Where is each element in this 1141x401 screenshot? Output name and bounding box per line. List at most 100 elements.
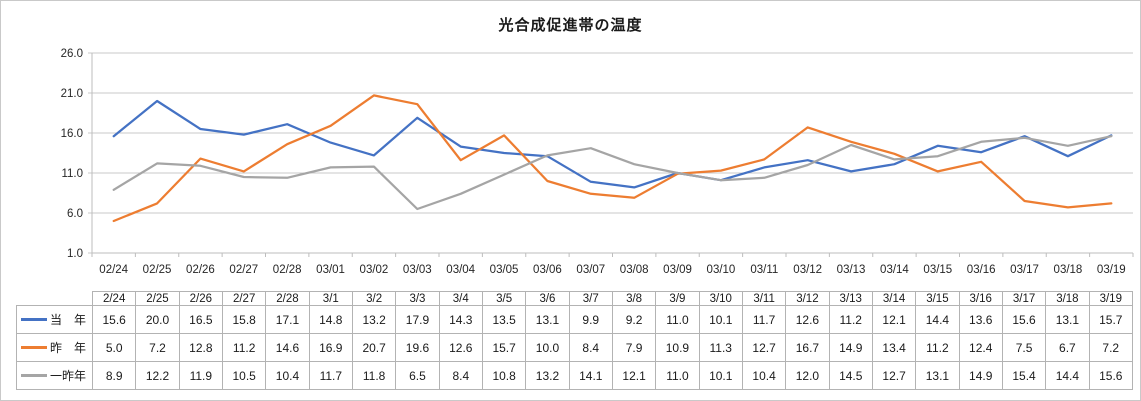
table-header-cell: 3/13	[828, 291, 873, 306]
table-value-cell: 7.2	[1088, 333, 1134, 362]
x-tick-label: 03/13	[837, 264, 866, 276]
table-value-cell: 7.9	[611, 333, 657, 362]
table-value-cell: 5.0	[91, 333, 137, 362]
series-swatch-this-year	[21, 318, 47, 321]
table-value-cell: 10.8	[481, 361, 527, 390]
table-value-cell: 9.2	[611, 305, 657, 334]
table-header-cell: 3/19	[1088, 291, 1134, 306]
table-value-cell: 10.0	[525, 333, 570, 362]
series-label-this-year: 当 年	[50, 313, 87, 327]
table-header-row: 2/24 2/25 2/26 2/27 2/28 3/1 3/2 3/3 3/4 3/5 3/6 3/…	[17, 291, 1134, 306]
x-tick-label: 03/11	[750, 264, 778, 276]
table-value-cell: 8.9	[91, 361, 137, 390]
table-header-cell: 3/17	[1001, 291, 1047, 306]
x-tick-label: 03/09	[663, 264, 692, 276]
table-value-cell: 10.1	[698, 305, 743, 334]
table-row-this-year: 当 年 15.6 20.0 16.5 15.8 17.1 14.8 13.2 17.9 14.3 1…	[16, 305, 1134, 334]
table-value-cell: 13.1	[525, 305, 570, 334]
x-tick-label: 03/03	[403, 264, 432, 276]
legend-cell-two-years-ago: 一昨年	[16, 361, 93, 390]
series-label-two-years-ago: 一昨年	[50, 369, 87, 383]
table-value-cell: 6.5	[395, 361, 440, 390]
table-header-cell: 2/26	[178, 291, 223, 306]
table-value-cell: 20.7	[351, 333, 397, 362]
table-value-cell: 13.1	[1045, 305, 1090, 334]
table-value-cell: 13.4	[871, 333, 917, 362]
table-header-cell: 3/8	[611, 291, 657, 306]
table-value-cell: 20.0	[135, 305, 180, 334]
table-header-cell: 3/18	[1045, 291, 1090, 306]
table-header-cell: 3/14	[871, 291, 917, 306]
table-header-cell: 3/2	[351, 291, 397, 306]
table-header-cell: 3/4	[438, 291, 483, 306]
x-tick-label: 02/28	[273, 264, 302, 276]
legend-cell-this-year: 当 年	[16, 305, 93, 334]
table-header-cell: 3/5	[481, 291, 527, 306]
x-tick-label: 03/04	[446, 264, 475, 276]
table-value-cell: 14.4	[1045, 361, 1090, 390]
x-tick-label: 03/18	[1054, 264, 1083, 276]
y-tick-label: 16.0	[61, 128, 83, 140]
x-tick-label: 03/16	[967, 264, 996, 276]
x-tick-label: 03/14	[880, 264, 909, 276]
x-tick-label: 03/08	[620, 264, 649, 276]
table-header-cell: 3/16	[958, 291, 1003, 306]
table-value-cell: 12.2	[135, 361, 180, 390]
table-value-cell: 10.1	[698, 361, 743, 390]
x-tick-label: 03/19	[1097, 264, 1126, 276]
table-header-cell: 2/28	[265, 291, 310, 306]
table-value-cell: 7.5	[1001, 333, 1047, 362]
table-value-cell: 10.9	[655, 333, 700, 362]
table-header-cell: 3/12	[785, 291, 830, 306]
table-value-cell: 15.4	[1001, 361, 1047, 390]
table-header-cell: 2/25	[135, 291, 180, 306]
table-value-cell: 11.3	[698, 333, 743, 362]
series-label-last-year: 昨 年	[50, 341, 87, 355]
table-value-cell: 16.5	[178, 305, 223, 334]
table-value-cell: 12.4	[958, 333, 1003, 362]
y-tick-label: 21.0	[61, 88, 83, 100]
y-tick-label: 26.0	[61, 48, 83, 60]
x-tick-label: 02/26	[186, 264, 215, 276]
table-row-two-years-ago: 一昨年 8.9 12.2 11.9 10.5 10.4 11.7 11.8 6.5 8.4 10.8…	[16, 361, 1134, 390]
x-tick-label: 03/05	[490, 264, 519, 276]
series-line-last-year	[112, 94, 1113, 223]
table-value-cell: 11.0	[655, 305, 700, 334]
x-tick-label: 03/06	[533, 264, 562, 276]
table-value-cell: 14.5	[828, 361, 873, 390]
table-value-cell: 17.1	[265, 305, 310, 334]
table-value-cell: 13.5	[481, 305, 527, 334]
table-value-cell: 8.4	[568, 333, 613, 362]
table-value-cell: 11.2	[221, 333, 267, 362]
table-header-cell: 3/10	[698, 291, 743, 306]
table-value-cell: 12.7	[871, 361, 917, 390]
table-value-cell: 16.7	[785, 333, 830, 362]
table-header-cell: 3/1	[308, 291, 353, 306]
table-header-cell: 3/6	[525, 291, 570, 306]
table-value-cell: 6.7	[1045, 333, 1090, 362]
table-value-cell: 12.0	[785, 361, 830, 390]
series-line-two-years-ago	[112, 135, 1113, 211]
table-value-cell: 12.1	[611, 361, 657, 390]
table-value-cell: 14.9	[828, 333, 873, 362]
table-value-cell: 9.9	[568, 305, 613, 334]
x-tick-label: 03/07	[576, 264, 605, 276]
table-value-cell: 14.6	[265, 333, 310, 362]
table-value-cell: 12.8	[178, 333, 223, 362]
table-value-cell: 14.1	[568, 361, 613, 390]
table-value-cell: 11.2	[828, 305, 873, 334]
table-value-cell: 11.2	[915, 333, 960, 362]
table-header-cell: 2/24	[91, 291, 137, 306]
table-value-cell: 16.9	[308, 333, 353, 362]
table-value-cell: 11.9	[178, 361, 223, 390]
x-tick-label: 03/12	[793, 264, 822, 276]
x-tick-label: 03/15	[923, 264, 952, 276]
table-value-cell: 17.9	[395, 305, 440, 334]
plot-area: 26.0 21.0 16.0 11.0 6.0 1.0 02/24 02/25 02/26 02/…	[61, 48, 1134, 276]
series-swatch-two-years-ago	[21, 374, 47, 377]
x-tick-label: 02/25	[143, 264, 172, 276]
table-value-cell: 10.4	[265, 361, 310, 390]
table-header-cell: 3/11	[741, 291, 787, 306]
table-value-cell: 14.9	[958, 361, 1003, 390]
